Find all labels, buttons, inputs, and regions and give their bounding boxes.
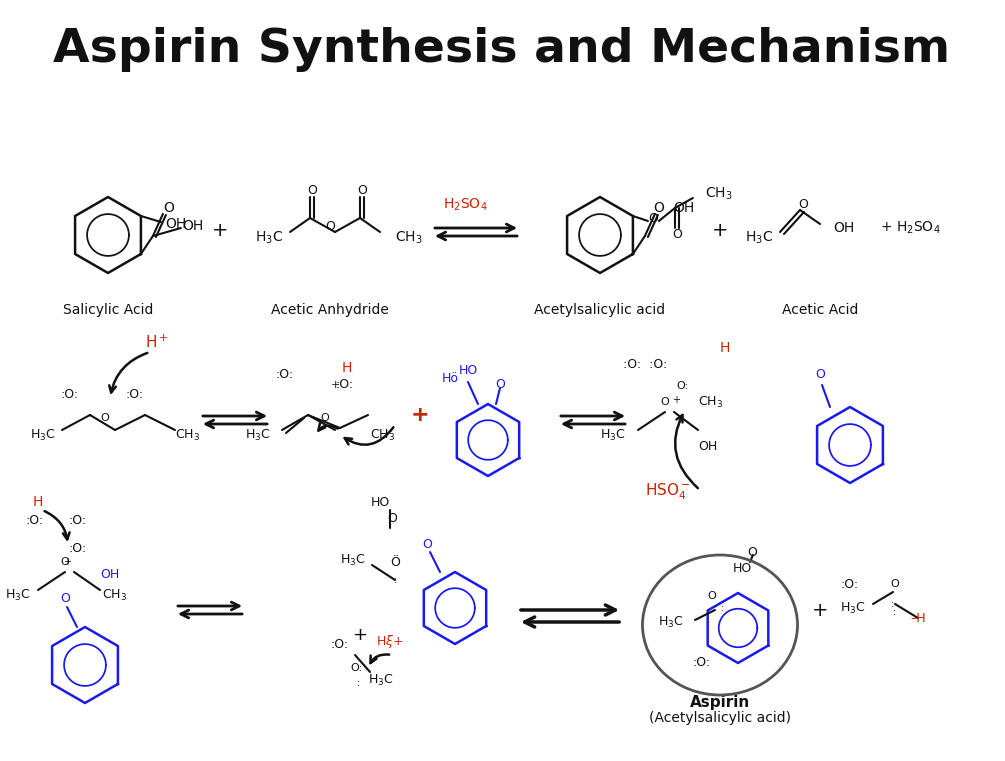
- Text: O: O: [325, 221, 335, 234]
- Text: $\mathregular{H_3C}$: $\mathregular{H_3C}$: [340, 552, 366, 568]
- Text: O: O: [708, 591, 717, 601]
- Text: :O:: :O:: [26, 514, 44, 527]
- Text: H: H: [720, 341, 731, 355]
- Text: :O:: :O:: [841, 578, 859, 591]
- Text: +: +: [672, 395, 680, 405]
- Text: $\mathregular{CH_3}$: $\mathregular{CH_3}$: [395, 230, 423, 247]
- Text: O: O: [60, 557, 69, 567]
- Text: O: O: [357, 183, 367, 196]
- Text: HO: HO: [733, 562, 752, 575]
- Text: OH: OH: [673, 201, 694, 215]
- Text: OH: OH: [182, 219, 204, 233]
- Text: H: H: [342, 361, 352, 375]
- Text: O: O: [164, 201, 174, 215]
- Text: +: +: [712, 221, 729, 240]
- Text: $\mathregular{H_3C}$: $\mathregular{H_3C}$: [600, 428, 625, 443]
- Text: O: O: [387, 511, 397, 524]
- Text: O: O: [308, 183, 317, 196]
- Text: $\mathregular{CH_3}$: $\mathregular{CH_3}$: [370, 428, 395, 443]
- Text: $\mathregular{CH_3}$: $\mathregular{CH_3}$: [102, 587, 127, 603]
- Text: OH: OH: [833, 221, 854, 235]
- Text: +: +: [212, 221, 228, 240]
- Text: –H: –H: [911, 612, 926, 625]
- Text: Aspirin: Aspirin: [689, 695, 750, 709]
- Text: +: +: [353, 626, 368, 644]
- Text: O: O: [890, 579, 899, 589]
- Text: HO: HO: [371, 495, 390, 508]
- Text: O: O: [672, 228, 681, 240]
- Text: Acetylsalicylic acid: Acetylsalicylic acid: [535, 303, 665, 317]
- Text: O: O: [747, 546, 757, 559]
- Text: HO: HO: [458, 364, 477, 377]
- Text: $\mathregular{CH_3}$: $\mathregular{CH_3}$: [175, 428, 200, 443]
- Text: :O:: :O:: [69, 542, 87, 555]
- Text: +: +: [812, 600, 828, 619]
- Text: :O:  :O:: :O: :O:: [623, 358, 667, 371]
- Text: +: +: [331, 380, 340, 390]
- Text: O: O: [60, 593, 70, 606]
- Text: $\mathregular{H^+}$: $\mathregular{H^+}$: [145, 333, 169, 351]
- Text: Hö: Hö: [441, 371, 458, 384]
- Text: O: O: [815, 368, 825, 381]
- Text: O: O: [495, 378, 505, 391]
- Text: +: +: [63, 557, 71, 567]
- Text: $\mathregular{H_3C}$: $\mathregular{H_3C}$: [658, 614, 683, 629]
- Text: :: :: [891, 599, 894, 609]
- Text: O: O: [321, 413, 330, 423]
- Text: Acetic Acid: Acetic Acid: [782, 303, 858, 317]
- Text: :O:: :O:: [126, 389, 144, 402]
- Text: O: O: [648, 212, 658, 225]
- Text: H: H: [33, 495, 43, 509]
- Text: $\mathregular{H_3C}$: $\mathregular{H_3C}$: [30, 428, 55, 443]
- Text: $\mathregular{H_3C}$: $\mathregular{H_3C}$: [368, 673, 394, 687]
- Text: $\mathregular{HSO_4^-}$: $\mathregular{HSO_4^-}$: [645, 482, 690, 502]
- Text: :O:: :O:: [61, 389, 79, 402]
- Text: O: O: [653, 201, 664, 215]
- Text: $\mathregular{H_3C}$: $\mathregular{H_3C}$: [745, 230, 773, 247]
- Text: :: :: [721, 603, 724, 613]
- Text: $\mathregular{H_3C}$: $\mathregular{H_3C}$: [245, 428, 270, 443]
- Text: OH: OH: [100, 568, 120, 581]
- Text: O:: O:: [350, 663, 362, 673]
- Text: O:: O:: [676, 381, 688, 391]
- Text: Acetic Anhydride: Acetic Anhydride: [271, 303, 389, 317]
- Text: $\mathregular{H_3C}$: $\mathregular{H_3C}$: [5, 587, 30, 603]
- Text: :O:: :O:: [69, 514, 87, 527]
- Text: Salicylic Acid: Salicylic Acid: [63, 303, 153, 317]
- Text: + $\mathregular{H_2SO_4}$: + $\mathregular{H_2SO_4}$: [880, 220, 941, 236]
- Text: :: :: [357, 678, 360, 688]
- Text: Aspirin Synthesis and Mechanism: Aspirin Synthesis and Mechanism: [53, 27, 951, 72]
- Text: Ö: Ö: [390, 556, 400, 568]
- Text: O: O: [660, 397, 669, 407]
- Text: :: :: [393, 575, 397, 585]
- Text: :O:: :O:: [276, 368, 294, 381]
- Text: :O:: :O:: [692, 655, 712, 668]
- Text: $\mathregular{CH_3}$: $\mathregular{CH_3}$: [698, 394, 724, 409]
- Text: :O:: :O:: [336, 378, 354, 391]
- Text: (Acetylsalicylic acid): (Acetylsalicylic acid): [649, 711, 791, 725]
- Text: O: O: [100, 413, 110, 423]
- Text: O: O: [798, 198, 808, 211]
- Text: :O:: :O:: [331, 638, 349, 651]
- Text: :: :: [893, 607, 896, 617]
- Text: +: +: [411, 405, 429, 425]
- Text: $\mathregular{H_3C}$: $\mathregular{H_3C}$: [255, 230, 283, 247]
- Text: H$\xi$+: H$\xi$+: [376, 633, 404, 651]
- Text: $\mathregular{H_2SO_4}$: $\mathregular{H_2SO_4}$: [443, 197, 487, 213]
- Text: OH: OH: [698, 440, 718, 453]
- Text: O: O: [422, 537, 432, 550]
- Text: $\mathregular{H_3C}$: $\mathregular{H_3C}$: [840, 600, 865, 616]
- Text: OH: OH: [165, 217, 187, 231]
- Text: $\mathregular{CH_3}$: $\mathregular{CH_3}$: [705, 186, 733, 202]
